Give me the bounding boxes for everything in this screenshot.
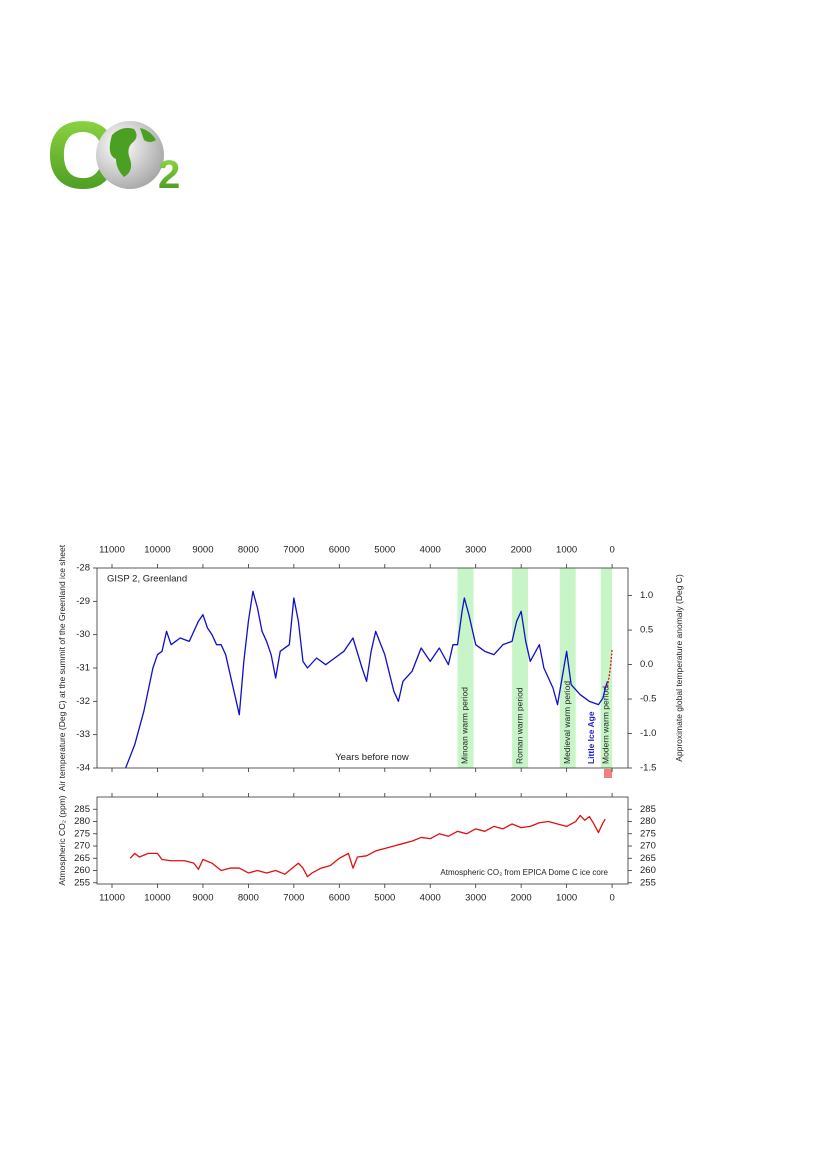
y-tick-label: 270 <box>74 841 90 852</box>
y-tick-label: -29 <box>76 596 90 607</box>
x-tick-label: 8000 <box>238 545 259 556</box>
y2-tick-label: 285 <box>640 804 656 815</box>
x-axis-label: Years before now <box>335 752 409 763</box>
period-label: Medieval warm period <box>562 681 572 764</box>
y-tick-label: 260 <box>74 865 90 876</box>
y2-tick-label: 275 <box>640 828 656 839</box>
series-line <box>125 590 609 769</box>
chart-title: GISP 2, Greenland <box>107 574 187 585</box>
logo-subscript: 2 <box>158 153 180 197</box>
x-tick-label: 4000 <box>420 893 441 904</box>
x-tick-label: 6000 <box>329 893 350 904</box>
y-axis-label: Air temperature (Deg C) at the summit of… <box>57 544 67 791</box>
period-label: Minoan warm period <box>460 687 470 764</box>
y2-tick-label: 270 <box>640 841 656 852</box>
x-tick-label: 0 <box>609 893 614 904</box>
x-tick-label: 7000 <box>283 545 304 556</box>
y2-tick-label: -1.5 <box>640 763 656 774</box>
x-tick-label: 2000 <box>511 893 532 904</box>
y2-tick-label: 260 <box>640 865 656 876</box>
logo-land <box>109 127 156 177</box>
y-tick-label: 265 <box>74 853 90 864</box>
x-tick-label: 10000 <box>144 545 170 556</box>
y-tick-label: 275 <box>74 828 90 839</box>
y-tick-label: -30 <box>76 629 90 640</box>
y-tick-label: -33 <box>76 729 90 740</box>
x-tick-label: 9000 <box>192 893 213 904</box>
x-tick-label: 11000 <box>99 893 125 904</box>
y-tick-label: -31 <box>76 663 90 674</box>
x-tick-label: 4000 <box>420 545 441 556</box>
period-band <box>512 568 528 768</box>
x-tick-label: 9000 <box>192 545 213 556</box>
y2-tick-label: 1.0 <box>640 590 653 601</box>
x-tick-label: 8000 <box>238 893 259 904</box>
x-tick-label: 3000 <box>465 545 486 556</box>
x-tick-label: 1000 <box>556 893 577 904</box>
period-band <box>600 568 613 768</box>
x-tick-label: 1000 <box>556 545 577 556</box>
y2-tick-label: -0.5 <box>640 694 656 705</box>
y-tick-label: 255 <box>74 877 90 888</box>
y-tick-label: -28 <box>76 563 90 574</box>
y2-tick-label: 255 <box>640 877 656 888</box>
plot-frame <box>96 796 629 885</box>
y2-tick-label: 265 <box>640 853 656 864</box>
chart-annotation: Atmospheric CO₂ from EPICA Dome C ice co… <box>440 868 608 877</box>
period-label: Modern warm period <box>601 686 611 764</box>
y-tick-label: -34 <box>76 763 90 774</box>
y-axis-label: Atmospheric CO₂ (ppm) <box>57 795 67 885</box>
x-tick-label: 5000 <box>374 545 395 556</box>
period-label: Roman warm period <box>514 687 524 764</box>
x-tick-label: 11000 <box>99 545 125 556</box>
y2-tick-label: 280 <box>640 816 656 827</box>
x-tick-label: 5000 <box>374 893 395 904</box>
y-tick-label: -32 <box>76 696 90 707</box>
y-tick-label: 280 <box>74 816 90 827</box>
y-tick-label: 285 <box>74 804 90 815</box>
x-tick-label: 7000 <box>283 893 304 904</box>
present-marker <box>604 769 612 778</box>
y2-axis-label: Approximate global temperature anomaly (… <box>674 574 684 762</box>
x-tick-label: 2000 <box>511 545 532 556</box>
period-band <box>559 568 576 768</box>
y2-tick-label: 0.0 <box>640 659 653 670</box>
series-line <box>606 649 613 687</box>
x-tick-label: 10000 <box>144 893 170 904</box>
y2-tick-label: 0.5 <box>640 625 653 636</box>
logo: C 2 <box>46 102 180 209</box>
x-tick-label: 0 <box>609 545 614 556</box>
x-tick-label: 3000 <box>465 893 486 904</box>
y2-tick-label: -1.0 <box>640 728 656 739</box>
series-line <box>129 814 606 878</box>
annotation: Little Ice Age <box>586 711 596 764</box>
x-tick-label: 6000 <box>329 545 350 556</box>
